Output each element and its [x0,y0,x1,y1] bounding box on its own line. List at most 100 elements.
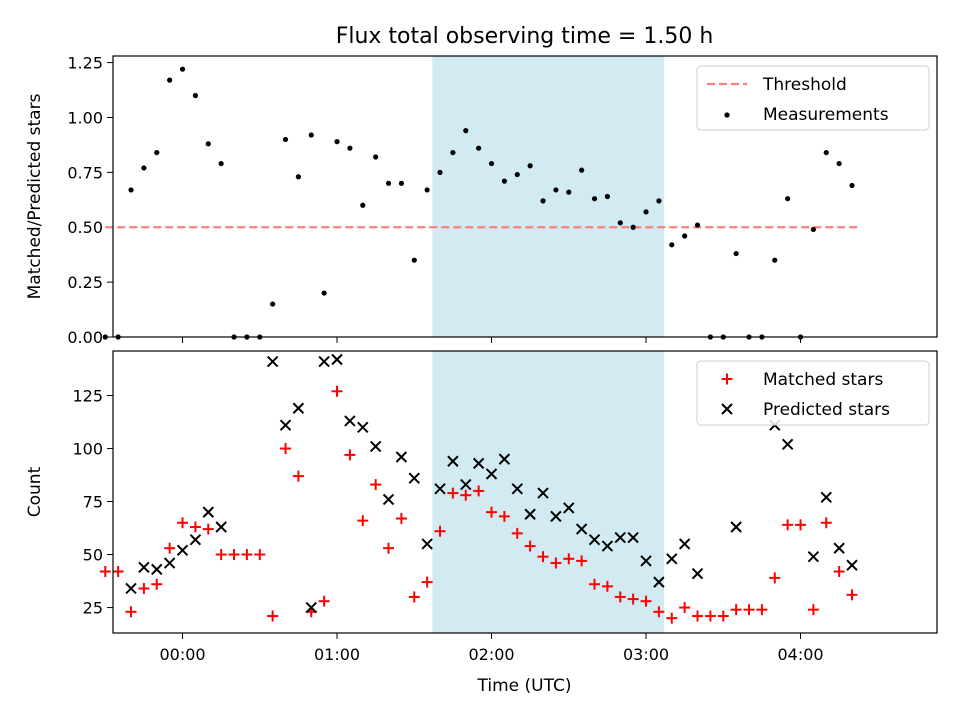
matched-star-point [228,549,240,561]
measurement-point [282,136,289,143]
y-tick-label: 25 [83,599,103,618]
x-stroke-b [125,582,137,595]
matched-star-point [138,582,150,594]
y-axis-label: Count [25,466,45,517]
measurement-point [733,250,739,257]
matched-star-point [202,523,214,535]
predicted-star-point [357,421,369,434]
matched-star-point [421,576,433,588]
matched-star-point [112,566,124,578]
x-stroke-b [382,493,395,506]
matched-star-point [807,604,819,616]
measurement-point [321,290,327,296]
observing-span [432,351,665,633]
matched-star-point [846,589,858,601]
measurement-point [270,301,276,307]
matched-star-point [756,604,768,616]
y-tick-label: 1.00 [67,108,103,127]
x-stroke-b [498,453,511,465]
x-stroke-b [653,576,665,588]
x-stroke-b [627,531,639,544]
y-tick-label: 0.00 [67,328,103,347]
x-stroke-b [176,544,189,557]
x-tick-label: 03:00 [623,645,669,664]
measurement-point [476,145,482,151]
matched-star-point [434,525,446,537]
predicted-star-point [537,487,549,499]
x-stroke-b [588,533,601,546]
measurement-point [643,209,649,215]
x-tick-label: 00:00 [159,645,205,664]
matched-star-point [177,517,189,529]
x-stroke-b [163,557,176,569]
y-tick-label: 1.25 [67,54,103,73]
x-stroke-b [331,353,343,366]
predicted-star-point [318,355,330,368]
y-tick-label: 50 [83,546,103,565]
x-stroke-b [537,487,549,499]
x-stroke-b [781,438,794,451]
predicted-star-point [382,493,395,506]
measurement-point [579,167,585,173]
x-stroke-b [833,542,845,554]
matched-star-point [717,610,729,622]
predicted-star-point [189,533,202,546]
x-stroke-b [421,538,433,550]
matched-star-point [601,580,613,592]
predicted-star-point [498,453,511,465]
legend-measurement-swatch [724,112,730,118]
axes-frame [112,350,938,634]
x-tick-label: 04:00 [777,645,823,664]
predicted-star-point [125,582,137,595]
x-stroke-b [434,483,446,495]
matched-star-point [743,604,755,616]
measurement-point [656,198,662,204]
x-stroke-b [691,567,704,580]
matched-star-point [498,510,510,522]
y-tick-label: 100 [72,440,103,459]
x-stroke-b [511,483,523,495]
matched-star-point [537,551,549,563]
x-stroke-b [305,601,317,614]
x-stroke-b [807,550,820,563]
x-stroke-b [357,421,369,434]
predicted-star-point [575,523,588,535]
predicted-star-point [434,483,446,495]
x-stroke-b [369,440,382,453]
predicted-star-point [163,557,176,569]
legend-label: Threshold [762,75,847,95]
predicted-star-point [292,402,305,414]
measurement-point [823,149,829,156]
predicted-star-point [833,542,845,554]
legend-label: Predicted stars [763,400,890,420]
matched-star-point [653,606,665,618]
matched-star-point [395,513,407,525]
measurement-point [192,92,198,99]
matched-star-point [795,519,807,531]
measurement-point [772,257,778,263]
measurement-point [218,160,224,167]
legend-box [696,360,930,426]
measurement-point [553,187,559,193]
measurement-point [411,257,417,263]
x-stroke-b [318,355,330,368]
measurement-point [540,198,546,204]
matched-star-point [576,555,588,567]
predicted-star-point [846,559,858,571]
matched-star-point [704,610,716,622]
measurement-point [141,165,147,171]
predicted-star-point [344,415,356,427]
x-stroke-b [601,540,614,552]
predicted-star-point [305,601,317,614]
predicted-star-point [202,506,214,518]
matched-star-point [215,549,227,561]
matched-star-point [486,506,498,518]
predicted-star-point [395,451,408,463]
x-stroke-b [202,506,214,518]
x-tick-label: 02:00 [468,645,514,664]
x-stroke-b [614,531,626,544]
measurement-point [527,163,533,169]
predicted-star-point [653,576,665,588]
measurement-point [617,220,623,226]
x-stroke-b [563,502,575,514]
